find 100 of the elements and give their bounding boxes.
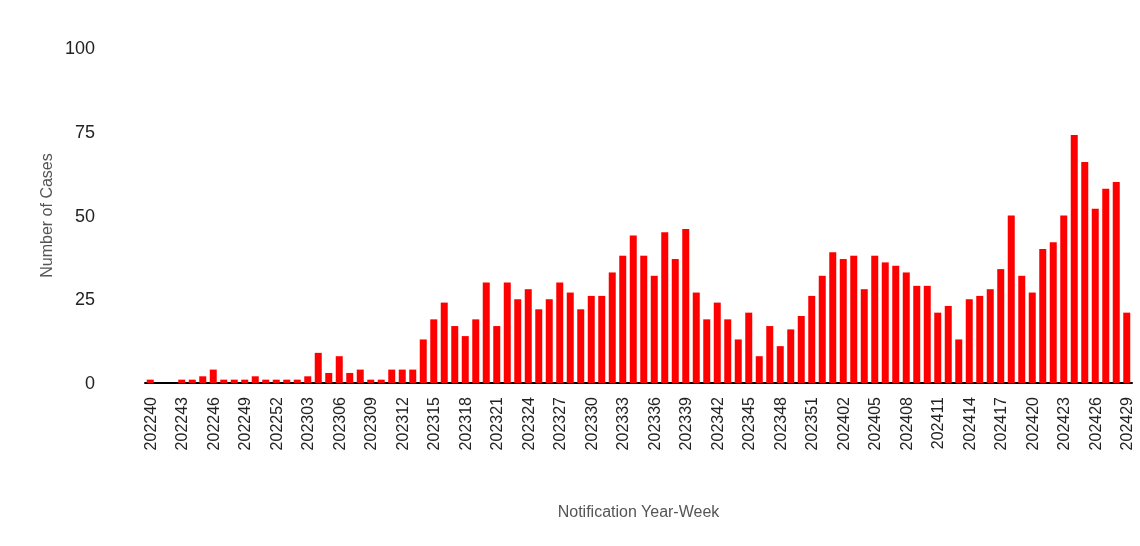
x-axis-title: Notification Year-Week <box>557 502 721 520</box>
bar <box>1102 188 1110 383</box>
bar <box>661 232 669 383</box>
x-tick-label: 202336 <box>645 396 663 451</box>
y-tick-label: 100 <box>64 38 95 58</box>
bar <box>398 369 406 383</box>
bar <box>430 319 438 383</box>
bar <box>293 379 301 383</box>
bar <box>818 275 826 383</box>
bar <box>461 336 469 383</box>
bar <box>283 379 291 383</box>
bar <box>839 259 847 383</box>
x-tick-label: 202411 <box>929 396 947 450</box>
x-tick-label: 202342 <box>708 396 726 451</box>
bar <box>1123 312 1131 383</box>
bar <box>650 275 658 383</box>
bar <box>997 269 1005 383</box>
bar <box>1028 292 1036 383</box>
bar <box>230 379 238 383</box>
bar <box>776 346 784 383</box>
x-tick-label: 202324 <box>519 396 537 451</box>
bar <box>1112 182 1120 383</box>
bar <box>598 295 606 383</box>
x-tick-label: 202420 <box>1023 396 1041 451</box>
bar <box>556 282 564 383</box>
bar <box>797 316 805 383</box>
bar <box>272 379 280 383</box>
y-tick-label: 75 <box>74 121 95 142</box>
x-tick-label: 202246 <box>204 396 222 451</box>
x-tick-label: 202315 <box>425 396 443 451</box>
x-tick-label: 202252 <box>267 396 285 451</box>
bar <box>787 329 795 383</box>
y-axis-title: Number of Cases <box>37 153 55 278</box>
bar <box>1018 275 1026 383</box>
bar <box>955 339 963 383</box>
bar <box>745 312 753 383</box>
bar <box>241 379 249 383</box>
x-tick-label: 202345 <box>740 396 758 451</box>
bar <box>178 379 186 383</box>
bar <box>440 302 448 383</box>
x-tick-label: 202330 <box>582 396 600 451</box>
bar <box>419 339 427 383</box>
bar <box>766 326 774 383</box>
x-tick-label: 202348 <box>771 396 789 451</box>
bar <box>902 272 910 383</box>
x-tick-label: 202306 <box>330 396 348 451</box>
bar <box>1081 161 1089 383</box>
x-tick-label: 202417 <box>992 396 1010 451</box>
bar <box>713 302 721 383</box>
bar <box>482 282 490 383</box>
bar <box>923 285 931 383</box>
bar <box>566 292 574 383</box>
bar <box>1007 215 1015 383</box>
x-tick-label: 202327 <box>551 396 569 451</box>
bar <box>871 255 879 383</box>
bar <box>524 289 532 383</box>
bar <box>682 228 690 383</box>
bar <box>629 235 637 383</box>
bar <box>913 285 921 383</box>
bar <box>199 376 207 383</box>
x-tick-label: 202303 <box>299 396 317 451</box>
bar <box>892 265 900 383</box>
bar <box>188 379 196 383</box>
x-tick-label: 202351 <box>803 396 821 451</box>
bar <box>976 295 984 383</box>
bar <box>409 369 417 383</box>
bar <box>1091 208 1099 383</box>
x-tick-label: 202405 <box>866 396 884 451</box>
bar <box>472 319 480 383</box>
bar <box>965 299 973 383</box>
bar <box>587 295 595 383</box>
bar <box>346 372 354 383</box>
bar <box>755 356 763 383</box>
bar <box>325 372 333 383</box>
bar <box>314 352 322 383</box>
bar <box>577 309 585 383</box>
y-tick-label: 50 <box>74 205 95 226</box>
bar <box>1049 242 1057 383</box>
bar <box>619 255 627 383</box>
bar <box>724 319 732 383</box>
x-tick-label: 202243 <box>173 396 191 451</box>
bar <box>451 326 459 383</box>
bar <box>703 319 711 383</box>
bar <box>829 252 837 383</box>
x-tick-label: 202423 <box>1055 396 1073 451</box>
x-tick-label: 202402 <box>834 396 852 451</box>
bar <box>608 272 616 383</box>
bar <box>146 379 154 383</box>
bar <box>356 369 364 383</box>
bar <box>671 259 679 383</box>
x-tick-label: 202318 <box>456 396 474 451</box>
x-tick-label: 202426 <box>1086 396 1104 451</box>
x-tick-label: 202309 <box>362 396 380 451</box>
bar <box>881 262 889 383</box>
bar <box>251 376 259 383</box>
y-tick-label: 0 <box>84 373 95 393</box>
bar <box>692 292 700 383</box>
bar <box>734 339 742 383</box>
bar <box>493 326 501 383</box>
bar <box>1070 135 1078 383</box>
